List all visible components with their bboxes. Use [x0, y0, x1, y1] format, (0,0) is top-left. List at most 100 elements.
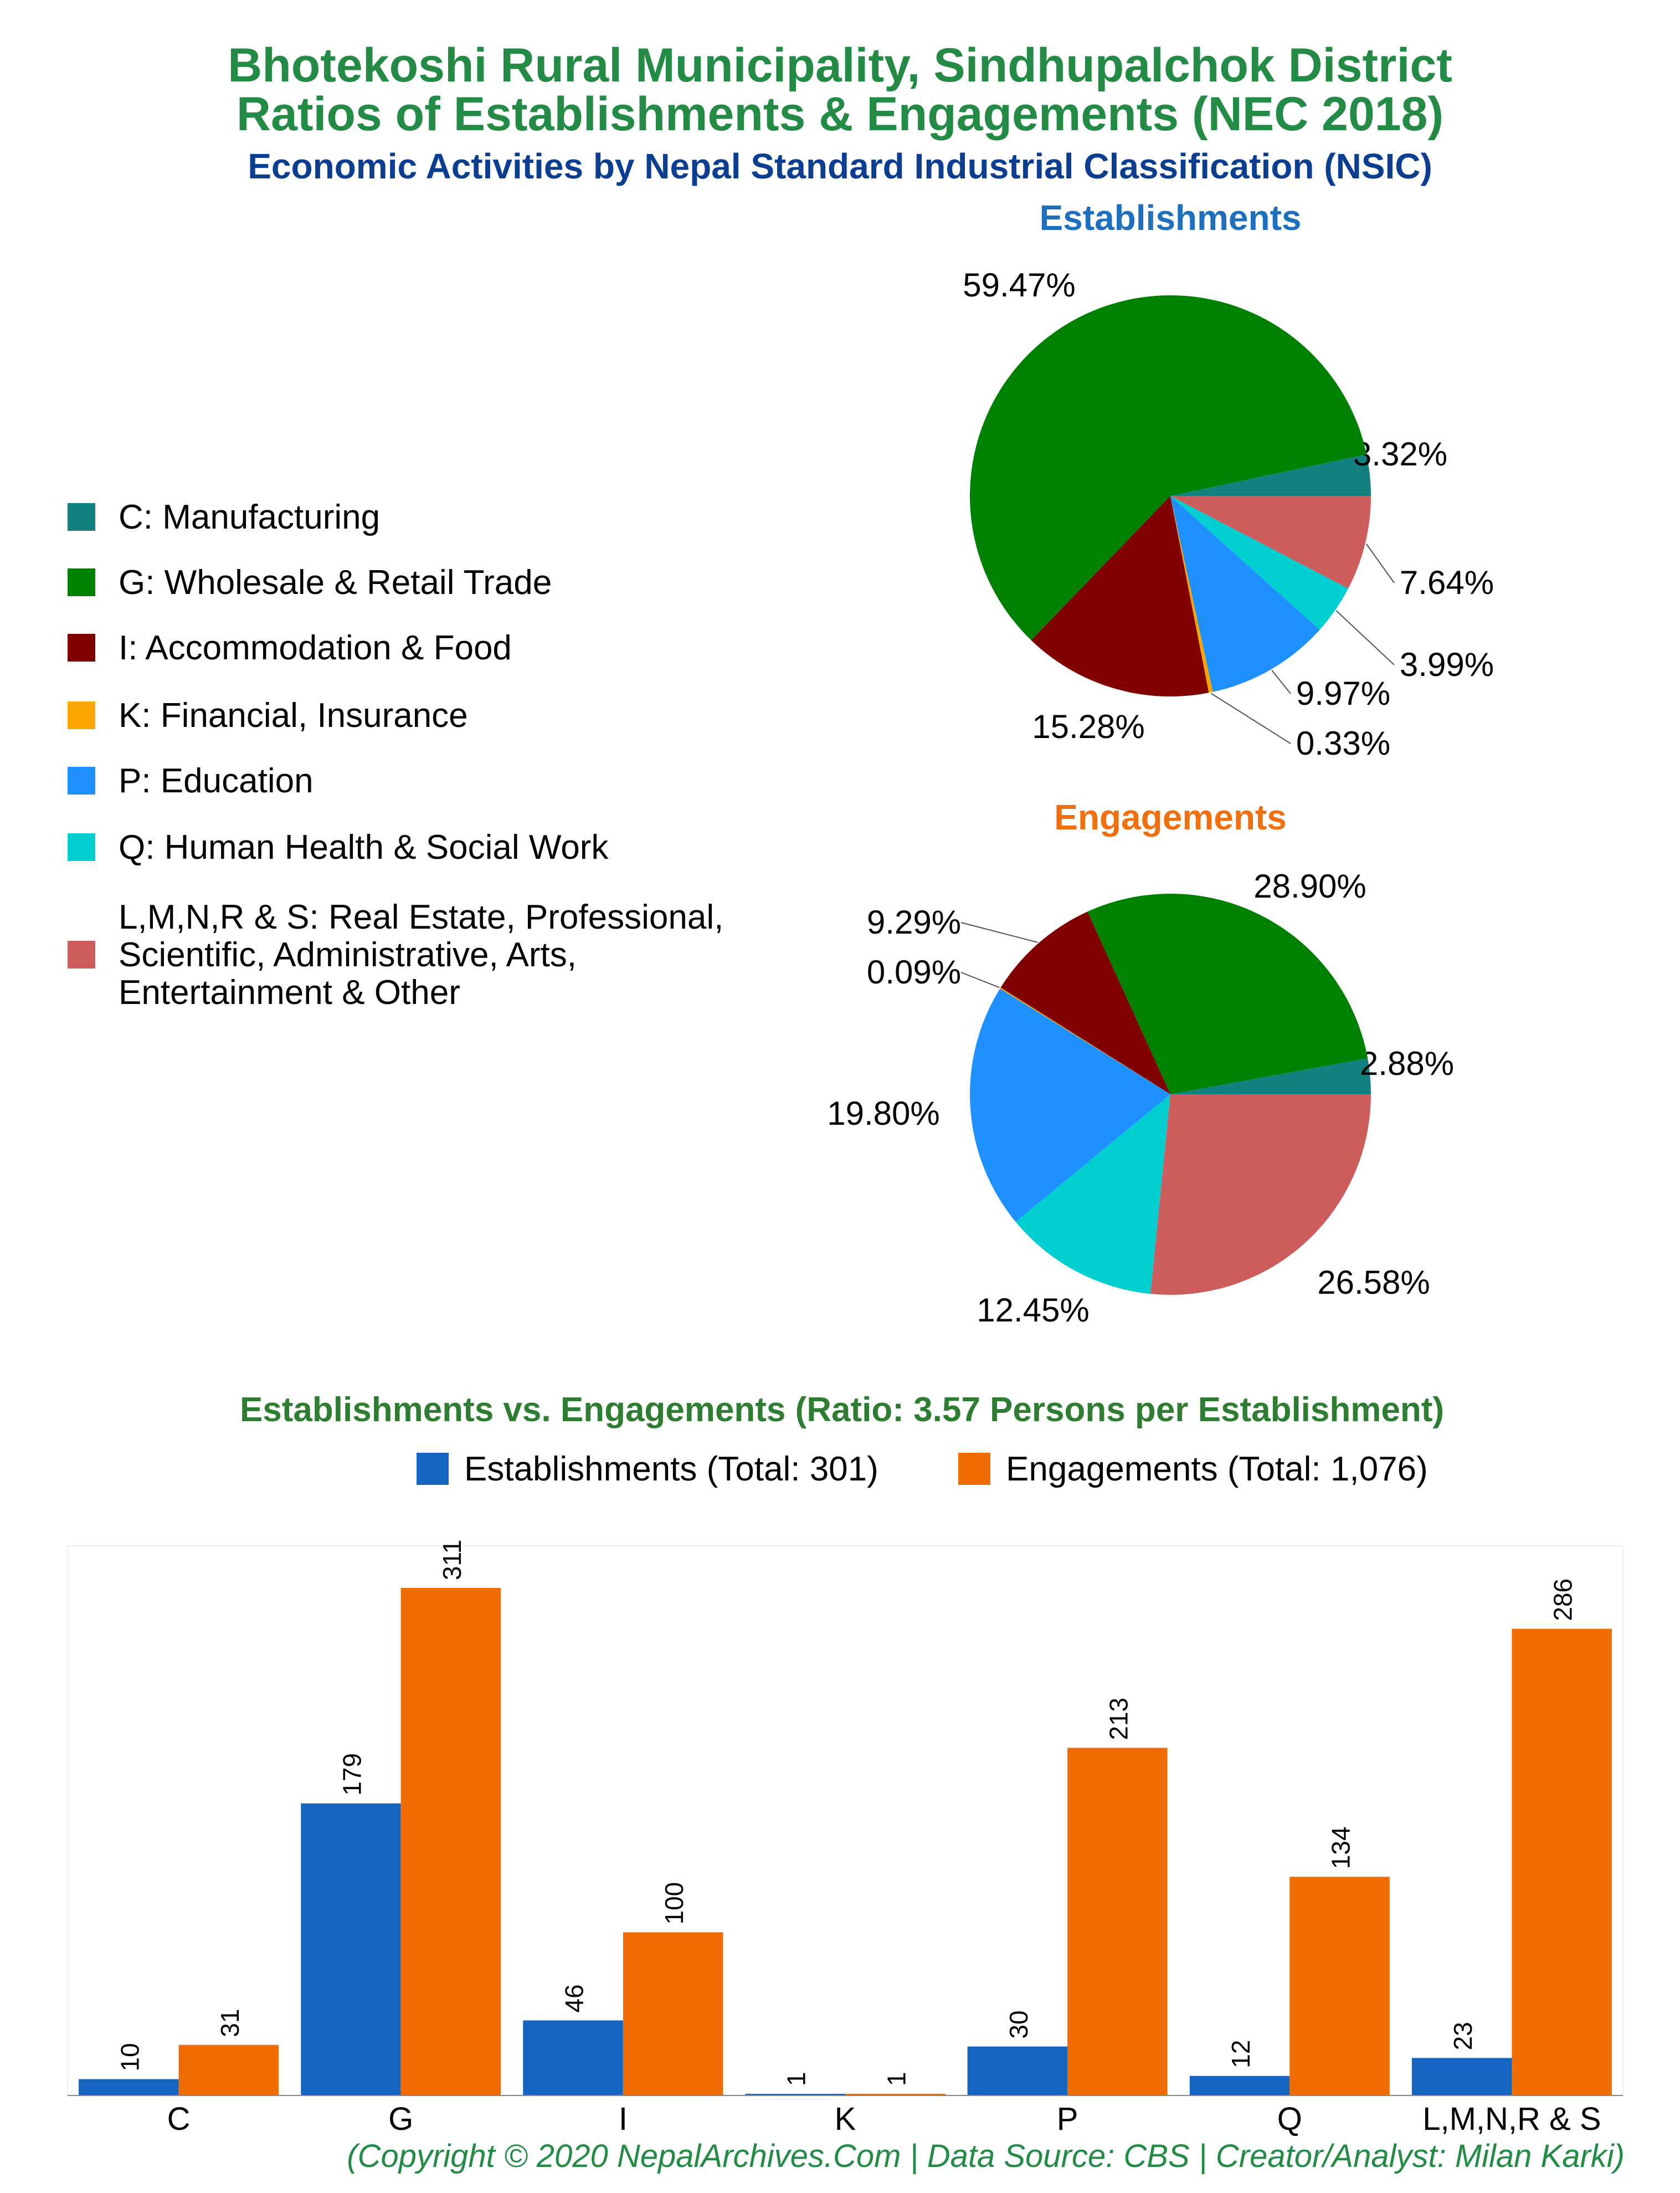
chart-title-line2: Ratios of Establishments & Engagements (…	[236, 88, 1444, 141]
pie-label-k: 0.09%	[867, 954, 961, 991]
bar-value-label: 23	[1448, 2022, 1477, 2050]
legend-label: L,M,N,R & S: Real Estate, Professional, S…	[119, 899, 723, 1012]
legend-label-engagements: Engagements (Total: 1,076)	[1006, 1450, 1428, 1488]
bar-value-label: 46	[560, 1984, 589, 2012]
bar-group-i: 46 100 I	[523, 1882, 723, 2137]
pie-label-c: 2.88%	[1360, 1045, 1454, 1082]
bar-value-label: 1	[782, 2072, 811, 2086]
pie-leader-line	[1335, 610, 1395, 665]
bar-engagements-i	[623, 1932, 723, 2095]
bar-establishments-k	[745, 2094, 845, 2095]
x-tick-label: L,M,N,R & S	[1422, 2101, 1601, 2137]
pie-engagements: Engagements 2.88% 28.90% 9.29% 0.09% 19.80% 12…	[827, 797, 1454, 1329]
pie-label-k: 0.33%	[1296, 725, 1390, 762]
pie-leader-line	[1365, 543, 1395, 583]
pie-slice-c	[1170, 1058, 1371, 1094]
footer-credit: (Copyright © 2020 NepalArchives.Com | Da…	[347, 2138, 1625, 2174]
legend-swatch	[68, 568, 95, 596]
bar-engagements-l-m-n-r-s	[1512, 1628, 1612, 2095]
pie-label-c: 3.32%	[1353, 435, 1447, 473]
bar-value-label: 213	[1104, 1698, 1133, 1740]
legend-label: G: Wholesale & Retail Trade	[119, 564, 552, 602]
pie-label-l-m-n-r-s: 26.58%	[1317, 1264, 1430, 1301]
pie-slice-l-m-n-r-s	[1170, 496, 1371, 589]
pie-slice-k	[1170, 496, 1213, 693]
legend-label-line: Scientific, Administrative, Arts,	[119, 936, 577, 974]
legend-label: Q: Human Health & Social Work	[119, 829, 608, 867]
chart-subtitle: Economic Activities by Nepal Standard In…	[248, 146, 1432, 186]
pie-leader-line	[960, 922, 1038, 943]
pie-leader-line	[1271, 669, 1291, 694]
bar-value-label: 286	[1549, 1579, 1578, 1621]
bar-engagements-c	[178, 2045, 279, 2095]
legend-label-establishments: Establishments (Total: 301)	[464, 1450, 878, 1488]
pie-label-l-m-n-r-s: 7.64%	[1400, 564, 1494, 601]
pie-leader-line	[1210, 693, 1291, 744]
bar-establishments-g	[301, 1803, 401, 2095]
bar-establishments-c	[79, 2079, 179, 2095]
legend-label-line: C: Manufacturing	[119, 498, 381, 536]
legend-swatch	[68, 634, 95, 662]
legend-label-line: K: Financial, Insurance	[119, 696, 468, 735]
bar-establishments-q	[1189, 2076, 1290, 2095]
x-tick-label: Q	[1277, 2101, 1302, 2137]
bar-group-q: 12 134 Q	[1189, 1827, 1390, 2137]
bar-value-label: 100	[660, 1882, 689, 1925]
legend-label-line: G: Wholesale & Retail Trade	[119, 563, 552, 602]
bar-group-c: 10 31 C	[79, 2009, 279, 2137]
pie-slice-q	[1170, 496, 1349, 630]
pie-slice-i	[1000, 911, 1170, 1094]
bar-establishments-l-m-n-r-s	[1411, 2058, 1512, 2095]
bar-value-label: 10	[115, 2043, 144, 2071]
pie-charts: Establishments 3.32% 59.47% 15.28% 0.33% 9.97…	[827, 198, 1494, 1329]
legend-swatch	[68, 701, 95, 729]
pie-slice-c	[1170, 454, 1371, 496]
pie-slice-k	[1000, 987, 1170, 1094]
x-tick-label: C	[167, 2101, 191, 2137]
bar-chart: Establishments vs. Engagements (Ratio: 3…	[67, 1391, 1624, 2137]
bar-engagements-g	[400, 1588, 501, 2095]
legend-swatch-engagements	[958, 1453, 990, 1485]
legend-label: C: Manufacturing	[119, 499, 380, 536]
legend-label-line: P: Education	[119, 762, 314, 800]
bar-value-label: 179	[338, 1753, 367, 1796]
legend-label: I: Accommodation & Food	[119, 629, 512, 667]
pie-label-q: 3.99%	[1400, 646, 1494, 683]
legend-swatch-establishments	[417, 1453, 449, 1485]
bar-value-label: 134	[1327, 1827, 1355, 1869]
legend-label: P: Education	[119, 762, 314, 800]
x-tick-label: I	[619, 2101, 628, 2137]
pie-slice-i	[1031, 496, 1209, 697]
legend-label-line: L,M,N,R & S: Real Estate, Professional,	[119, 898, 724, 936]
pie-slice-l-m-n-r-s	[1150, 1094, 1371, 1295]
pie-label-g: 59.47%	[963, 267, 1076, 304]
legend-label: K: Financial, Insurance	[119, 697, 468, 735]
bar-engagements-p	[1067, 1748, 1168, 2095]
pie-slice-g	[969, 295, 1367, 641]
bar-chart-title: Establishments vs. Engagements (Ratio: 3…	[240, 1391, 1444, 1429]
bar-engagements-q	[1289, 1877, 1390, 2095]
pie-slice-p	[969, 988, 1170, 1222]
legend-swatch	[68, 503, 95, 531]
legend-label-line: Q: Human Health & Social Work	[119, 828, 609, 867]
bar-establishments-i	[523, 2020, 623, 2095]
legend-swatch	[68, 941, 95, 969]
pie-label-i: 15.28%	[1032, 708, 1145, 745]
bar-engagements-k	[845, 2094, 946, 2095]
bar-group-k: 1 1 K	[745, 2072, 946, 2137]
pie-title: Establishments	[1039, 198, 1301, 238]
chart-title-line1: Bhotekoshi Rural Municipality, Sindhupal…	[228, 39, 1452, 92]
pie-slice-g	[1087, 893, 1368, 1094]
legend-swatch	[68, 833, 95, 861]
bar-establishments-p	[967, 2046, 1068, 2095]
pie-establishments: Establishments 3.32% 59.47% 15.28% 0.33% 9.97…	[963, 198, 1494, 762]
legend-label-line: I: Accommodation & Food	[119, 629, 512, 667]
bar-group-l-m-n-r-s: 23 286 L,M,N,R & S	[1411, 1579, 1612, 2137]
pie-label-i: 9.29%	[867, 904, 961, 941]
legend-swatch	[68, 767, 95, 795]
bar-value-label: 311	[438, 1540, 466, 1580]
bar-value-label: 12	[1226, 2040, 1255, 2068]
pie-label-p: 9.97%	[1296, 675, 1390, 712]
pie-slice-q	[1015, 1094, 1170, 1294]
bar-group-p: 30 213 P	[967, 1698, 1168, 2137]
